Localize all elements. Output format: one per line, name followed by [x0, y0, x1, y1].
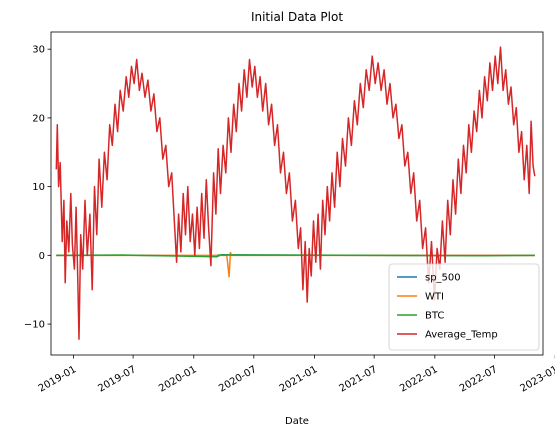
- x-tick-label: 2021-01: [278, 364, 320, 394]
- x-tick-label: 2019-01: [37, 364, 79, 394]
- legend: sp_500 WTI BTC Average_Temp: [388, 263, 540, 351]
- x-tick-label: 2020-07: [217, 364, 259, 394]
- chart-title: Initial Data Plot: [251, 10, 343, 24]
- y-tick-label: 10: [32, 182, 45, 193]
- series-layer: [55, 46, 536, 340]
- y-tick-label: 30: [32, 45, 45, 56]
- x-tick-label: 2023-01: [519, 364, 555, 394]
- series-line-btc: [56, 254, 535, 258]
- legend-label: sp_500: [425, 273, 461, 284]
- legend-box: [388, 263, 540, 351]
- x-axis-label: Date: [285, 416, 309, 427]
- x-tick-label: 2021-07: [337, 364, 379, 394]
- legend-label: WTI: [425, 292, 444, 303]
- series-line-average-temp: [55, 46, 536, 340]
- x-tick-label: 2019-07: [96, 364, 138, 394]
- x-tick-label: 2022-07: [458, 364, 500, 394]
- legend-label: BTC: [425, 311, 444, 322]
- y-axis: −10 0 10 20 30: [24, 45, 51, 331]
- x-tick-label: 2022-01: [398, 364, 440, 394]
- y-tick-label: −10: [24, 320, 45, 331]
- x-axis: 2019-01 2019-07 2020-01 2020-07 2021-01 2021-…: [37, 355, 555, 395]
- legend-label: Average_Temp: [425, 330, 498, 341]
- y-tick-label: 20: [32, 113, 45, 124]
- plot-frame: [50, 31, 544, 356]
- x-tick-label: 2020-01: [157, 364, 199, 394]
- y-tick-label: 0: [39, 251, 45, 262]
